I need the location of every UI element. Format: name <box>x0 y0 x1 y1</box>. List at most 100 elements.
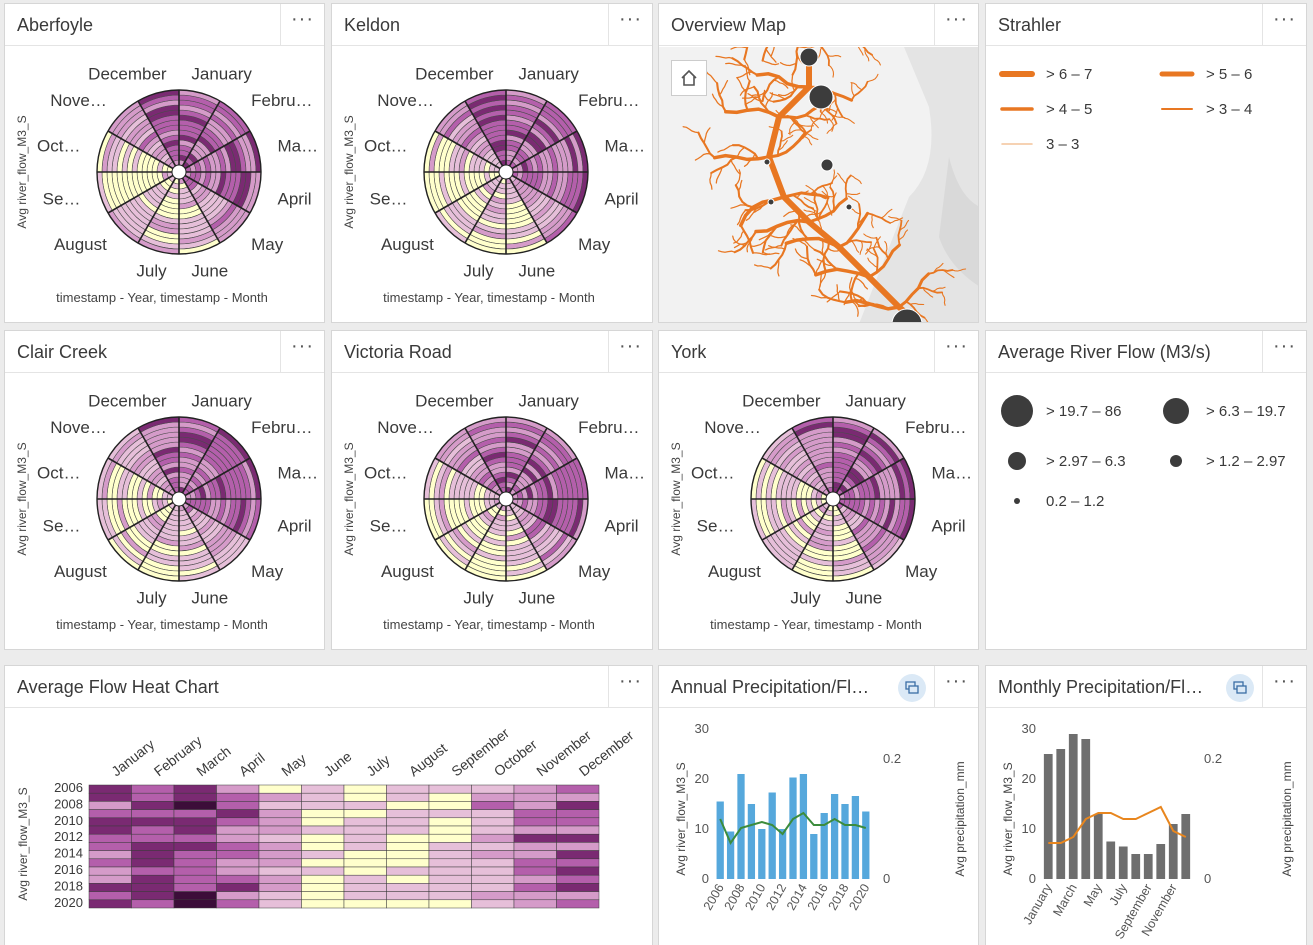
bar[interactable] <box>1068 734 1078 879</box>
river-branch <box>809 182 833 196</box>
y-tick-label: 10 <box>1022 821 1036 836</box>
heat-cell <box>173 850 217 860</box>
river-branch <box>897 219 903 246</box>
bar[interactable] <box>789 777 797 880</box>
more-options-button[interactable]: ··· <box>608 666 652 708</box>
radial-chart-canvas[interactable]: January Febru… Ma… April May June July August Se… <box>5 47 325 323</box>
radial-chart-canvas[interactable]: January Febru… Ma… April May June July August Se… <box>5 374 325 650</box>
month-label: July <box>790 589 821 608</box>
river-branch <box>854 277 869 290</box>
bar[interactable] <box>1081 739 1091 879</box>
more-options-button[interactable]: ··· <box>934 4 978 46</box>
more-options-button[interactable]: ··· <box>280 331 324 373</box>
monthly-combo-chart[interactable]: 0 10 20 30 0 0.2 January March May July September N… <box>986 709 1306 945</box>
bar[interactable] <box>1131 854 1141 879</box>
radial-chart[interactable]: January Febru… Ma… April May June July August Se… <box>332 374 652 649</box>
bar[interactable] <box>1093 814 1103 879</box>
more-options-button[interactable]: ··· <box>1262 666 1306 708</box>
circle-swatch <box>1008 452 1026 470</box>
heat-cell <box>556 850 600 860</box>
home-button[interactable] <box>671 60 707 96</box>
bar[interactable] <box>1143 854 1153 879</box>
more-options-button[interactable]: ··· <box>934 331 978 373</box>
heat-chart[interactable]: January February March April May June July Augu… <box>5 709 652 945</box>
more-options-button[interactable]: ··· <box>1262 331 1306 373</box>
spoke-line <box>184 457 251 497</box>
bar[interactable] <box>737 774 745 879</box>
gauge-station-marker[interactable] <box>799 47 819 67</box>
x-tick-label: 2008 <box>722 881 748 912</box>
gauge-station-marker[interactable] <box>820 158 834 172</box>
heat-cell <box>513 858 557 868</box>
radial-chart-canvas[interactable]: January Febru… Ma… April May June July August Se… <box>659 374 979 650</box>
bar[interactable] <box>1181 814 1191 879</box>
spoke-line <box>181 100 221 167</box>
gauge-station-marker[interactable] <box>845 203 853 211</box>
river-branch <box>743 47 749 61</box>
river-branch <box>792 237 808 248</box>
radial-chart-canvas[interactable]: January Febru… Ma… April May June July August Se… <box>332 374 652 650</box>
spoke-line <box>838 457 905 497</box>
gauge-station-marker[interactable] <box>763 158 771 166</box>
heat-cell <box>556 883 600 892</box>
gauge-station-marker[interactable] <box>891 308 923 323</box>
annual-combo-chart[interactable]: 0 10 20 30 0 0.2 2006 2008 2010 2012 2014 2016 2018 2… <box>659 709 978 945</box>
bar[interactable] <box>820 813 828 879</box>
gauge-points[interactable] <box>763 47 923 323</box>
bar[interactable] <box>862 811 870 880</box>
bar[interactable] <box>716 801 724 880</box>
bar[interactable] <box>1106 841 1116 880</box>
gauge-station-marker[interactable] <box>808 84 834 110</box>
month-label: December <box>88 391 167 410</box>
gauge-station-marker[interactable] <box>767 198 775 206</box>
bar[interactable] <box>1056 749 1066 879</box>
more-options-button[interactable]: ··· <box>608 331 652 373</box>
river-branch <box>823 107 838 114</box>
bar[interactable] <box>810 834 818 879</box>
bar[interactable] <box>768 792 776 880</box>
radial-chart-canvas[interactable]: January Febru… Ma… April May June July August Se… <box>332 47 652 323</box>
radial-chart[interactable]: January Febru… Ma… April May June July August Se… <box>659 374 978 649</box>
bar[interactable] <box>799 774 808 879</box>
bar[interactable] <box>1168 824 1178 879</box>
flow-legend: > 19.7 – 86 > 6.3 – 19.7 > 2.97 – 6.3 > … <box>986 374 1306 649</box>
heat-cell <box>343 825 387 835</box>
heat-cell <box>386 850 430 860</box>
bar[interactable] <box>830 794 839 879</box>
filter-button[interactable] <box>898 674 926 702</box>
bar[interactable] <box>1043 754 1053 879</box>
more-options-button[interactable]: ··· <box>1262 4 1306 46</box>
radial-cells <box>423 89 589 255</box>
river-branch <box>863 233 877 239</box>
combo-chart-canvas[interactable]: 0 10 20 30 0 0.2 20062008201020122014201620182… <box>659 709 979 945</box>
bar[interactable] <box>778 829 787 879</box>
bar[interactable] <box>1156 844 1166 879</box>
river-branch <box>744 64 751 82</box>
bar[interactable] <box>758 829 766 879</box>
bar[interactable] <box>1118 846 1128 880</box>
radial-chart[interactable]: January Febru… Ma… April May June July August Se… <box>332 47 652 322</box>
month-label: July <box>136 262 167 281</box>
month-tick-label: June <box>321 748 355 779</box>
bar[interactable] <box>841 804 849 879</box>
y2-axis-label: Avg precipitation_mm <box>953 761 967 876</box>
river-branch <box>718 79 729 96</box>
more-options-button[interactable]: ··· <box>608 4 652 46</box>
river-branch <box>730 159 741 175</box>
more-options-button[interactable]: ··· <box>934 666 978 708</box>
y2-axis-label: Avg precipitation_mm <box>1280 761 1294 876</box>
heat-cell <box>513 850 557 860</box>
map-canvas[interactable] <box>659 47 979 323</box>
more-options-button[interactable]: ··· <box>280 4 324 46</box>
radial-chart[interactable]: January Febru… Ma… April May June July August Se… <box>5 374 324 649</box>
river-branch <box>715 166 723 184</box>
radial-chart[interactable]: January Febru… Ma… April May June July August Se… <box>5 47 324 322</box>
map-view[interactable] <box>659 47 978 322</box>
bar[interactable] <box>851 796 860 879</box>
heat-cell <box>513 891 557 901</box>
bar[interactable] <box>726 831 735 880</box>
bar[interactable] <box>747 804 756 879</box>
filter-button[interactable] <box>1226 674 1254 702</box>
